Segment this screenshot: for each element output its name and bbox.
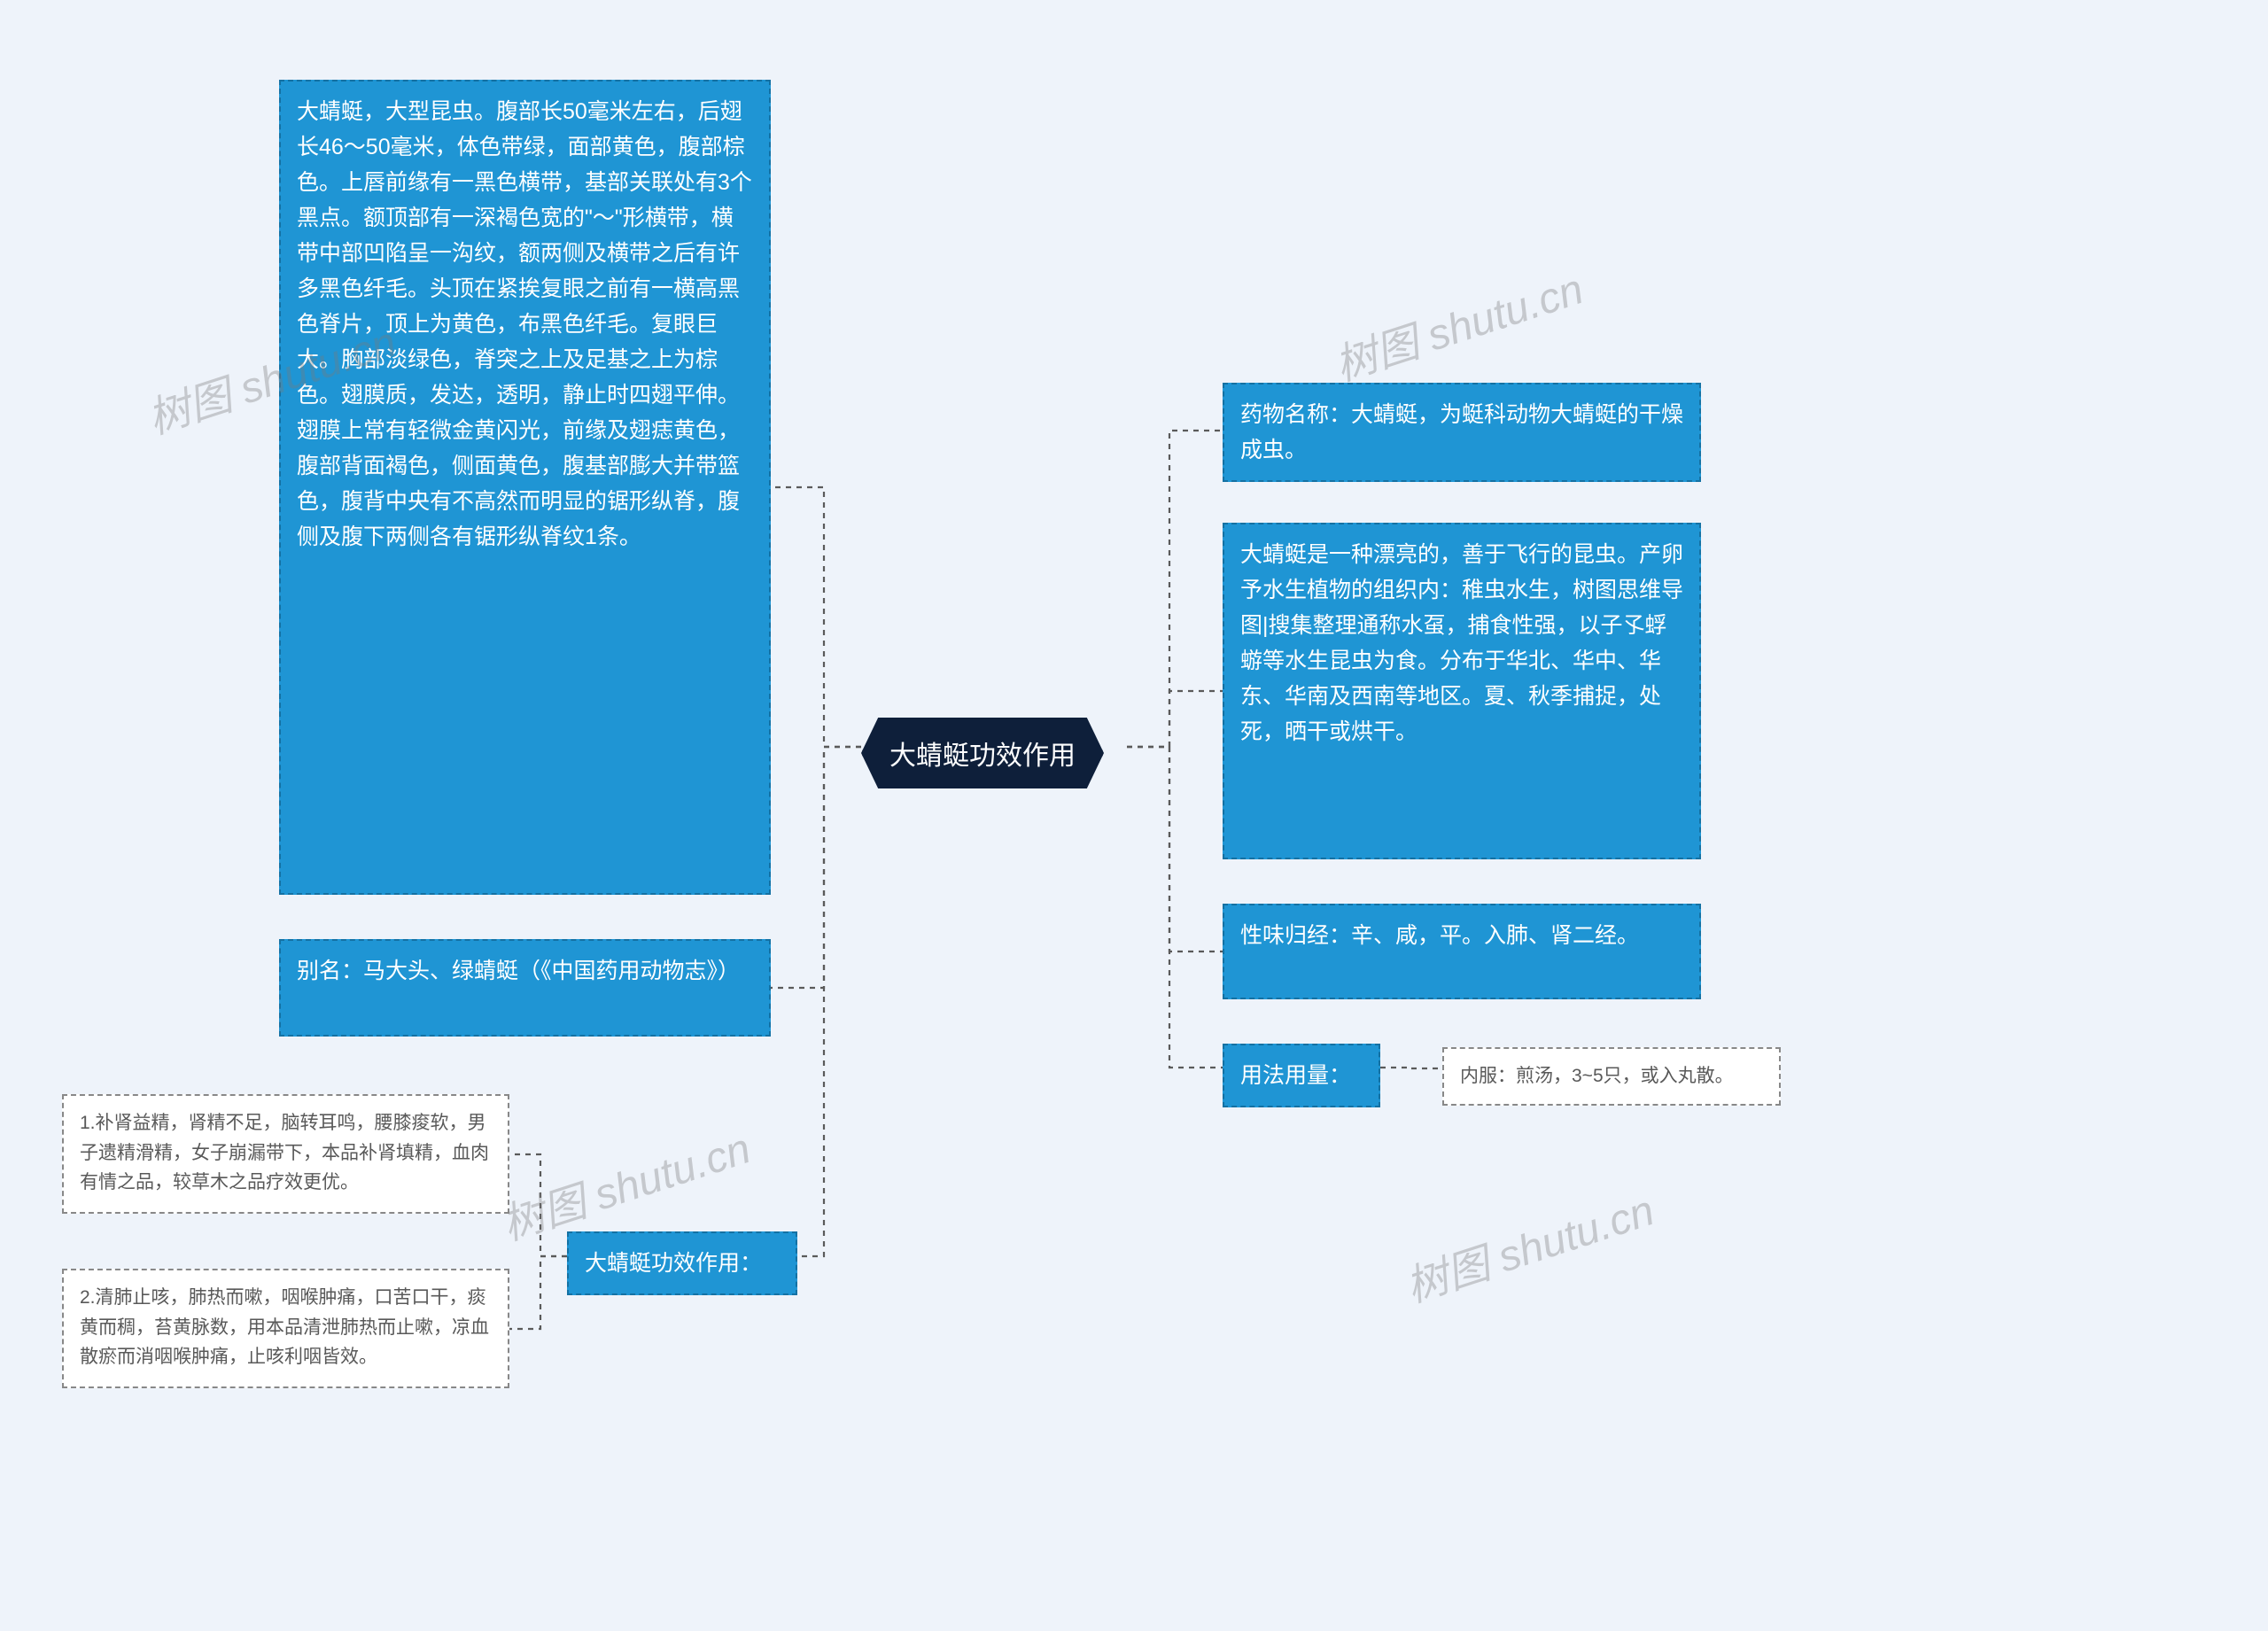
node-alias: 别名：马大头、绿蜻蜓（《中国药用动物志》）	[279, 939, 771, 1037]
node-effects-label: 大蜻蜓功效作用：	[567, 1231, 797, 1295]
node-description: 大蜻蜓，大型昆虫。腹部长50毫米左右，后翅长46～50毫米，体色带绿，面部黄色，…	[279, 80, 771, 895]
node-usage-detail: 内服：煎汤，3~5只，或入丸散。	[1442, 1047, 1781, 1106]
watermark: 树图 shutu.cn	[1325, 254, 1589, 392]
node-effect-2: 2.清肺止咳，肺热而嗽，咽喉肿痛，口苦口干，痰黄而稠，苔黄脉数，用本品清泄肺热而…	[62, 1269, 509, 1388]
node-usage-label: 用法用量：	[1223, 1044, 1380, 1107]
node-habitat: 大蜻蜓是一种漂亮的，善于飞行的昆虫。产卵予水生植物的组织内：稚虫水生，树图思维导…	[1223, 523, 1701, 859]
node-drug-name: 药物名称：大蜻蜓，为蜓科动物大蜻蜓的干燥成虫。	[1223, 383, 1701, 482]
center-topic: 大蜻蜓功效作用	[861, 718, 1104, 788]
watermark: 树图 shutu.cn	[1396, 1176, 1660, 1314]
node-effect-1: 1.补肾益精，肾精不足，脑转耳鸣，腰膝痠软，男子遗精滑精，女子崩漏带下，本品补肾…	[62, 1094, 509, 1214]
node-nature: 性味归经：辛、咸，平。入肺、肾二经。	[1223, 904, 1701, 999]
